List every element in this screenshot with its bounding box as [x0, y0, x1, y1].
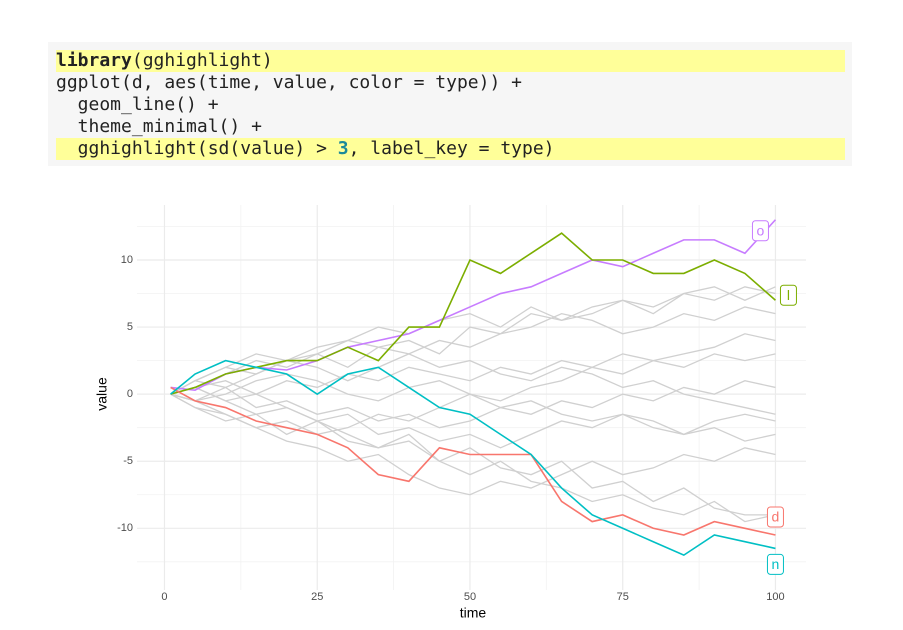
- highlighted-line: [170, 359, 776, 557]
- background-line: [170, 373, 776, 436]
- code-line: ggplot(d, aes(time, value, color = type)…: [56, 72, 845, 94]
- background-line: [170, 380, 776, 429]
- x-tick-label: 100: [766, 591, 784, 603]
- code-line: geom_line() +: [56, 94, 845, 116]
- series-label: o: [757, 222, 765, 238]
- x-tick-label: 50: [464, 591, 476, 603]
- code-token: (gghighlight): [131, 50, 273, 71]
- series-label: d: [772, 509, 780, 525]
- background-line: [170, 286, 776, 395]
- code-token: gghighlight(sd(value) >: [56, 138, 338, 159]
- y-tick-label: 0: [127, 388, 133, 400]
- label-box: [766, 506, 784, 528]
- label-box: [766, 553, 784, 575]
- series-label: l: [787, 287, 790, 303]
- code-line: gghighlight(sd(value) > 3, label_key = t…: [56, 138, 845, 160]
- background-line: [170, 339, 776, 415]
- background-line: [170, 286, 776, 395]
- code-block: library(gghighlight) ggplot(d, aes(time,…: [48, 42, 852, 166]
- code-token: theme_minimal() +: [56, 116, 262, 137]
- y-tick-label: 5: [127, 321, 133, 333]
- y-tick-label: -5: [123, 455, 133, 467]
- label-box: [779, 284, 797, 306]
- code-token: geom_line() +: [56, 94, 219, 115]
- x-tick-label: 0: [161, 591, 167, 603]
- label-box: [751, 220, 769, 242]
- background-line: [170, 306, 776, 395]
- background-line: [170, 393, 776, 496]
- x-tick-label: 25: [311, 591, 323, 603]
- code-token: 3: [337, 138, 349, 159]
- y-tick-label: 10: [121, 254, 133, 266]
- highlighted-line: [170, 386, 776, 536]
- code-token: library: [56, 50, 132, 71]
- y-tick-label: -10: [117, 522, 133, 534]
- x-tick-label: 75: [617, 591, 629, 603]
- background-line: [170, 380, 776, 449]
- code-token: , label_key = type): [348, 138, 555, 159]
- y-axis-label: value: [94, 377, 110, 411]
- highlighted-line: [170, 232, 776, 395]
- code-line: library(gghighlight): [56, 50, 845, 72]
- background-line: [170, 393, 776, 516]
- background-line: [170, 386, 776, 523]
- code-token: ggplot(d, aes(time, value, color = type)…: [56, 72, 522, 93]
- code-line: theme_minimal() +: [56, 116, 845, 138]
- highlighted-line: [170, 219, 777, 391]
- x-axis-label: time: [460, 605, 487, 621]
- series-label: n: [772, 556, 780, 572]
- background-line: [170, 353, 776, 402]
